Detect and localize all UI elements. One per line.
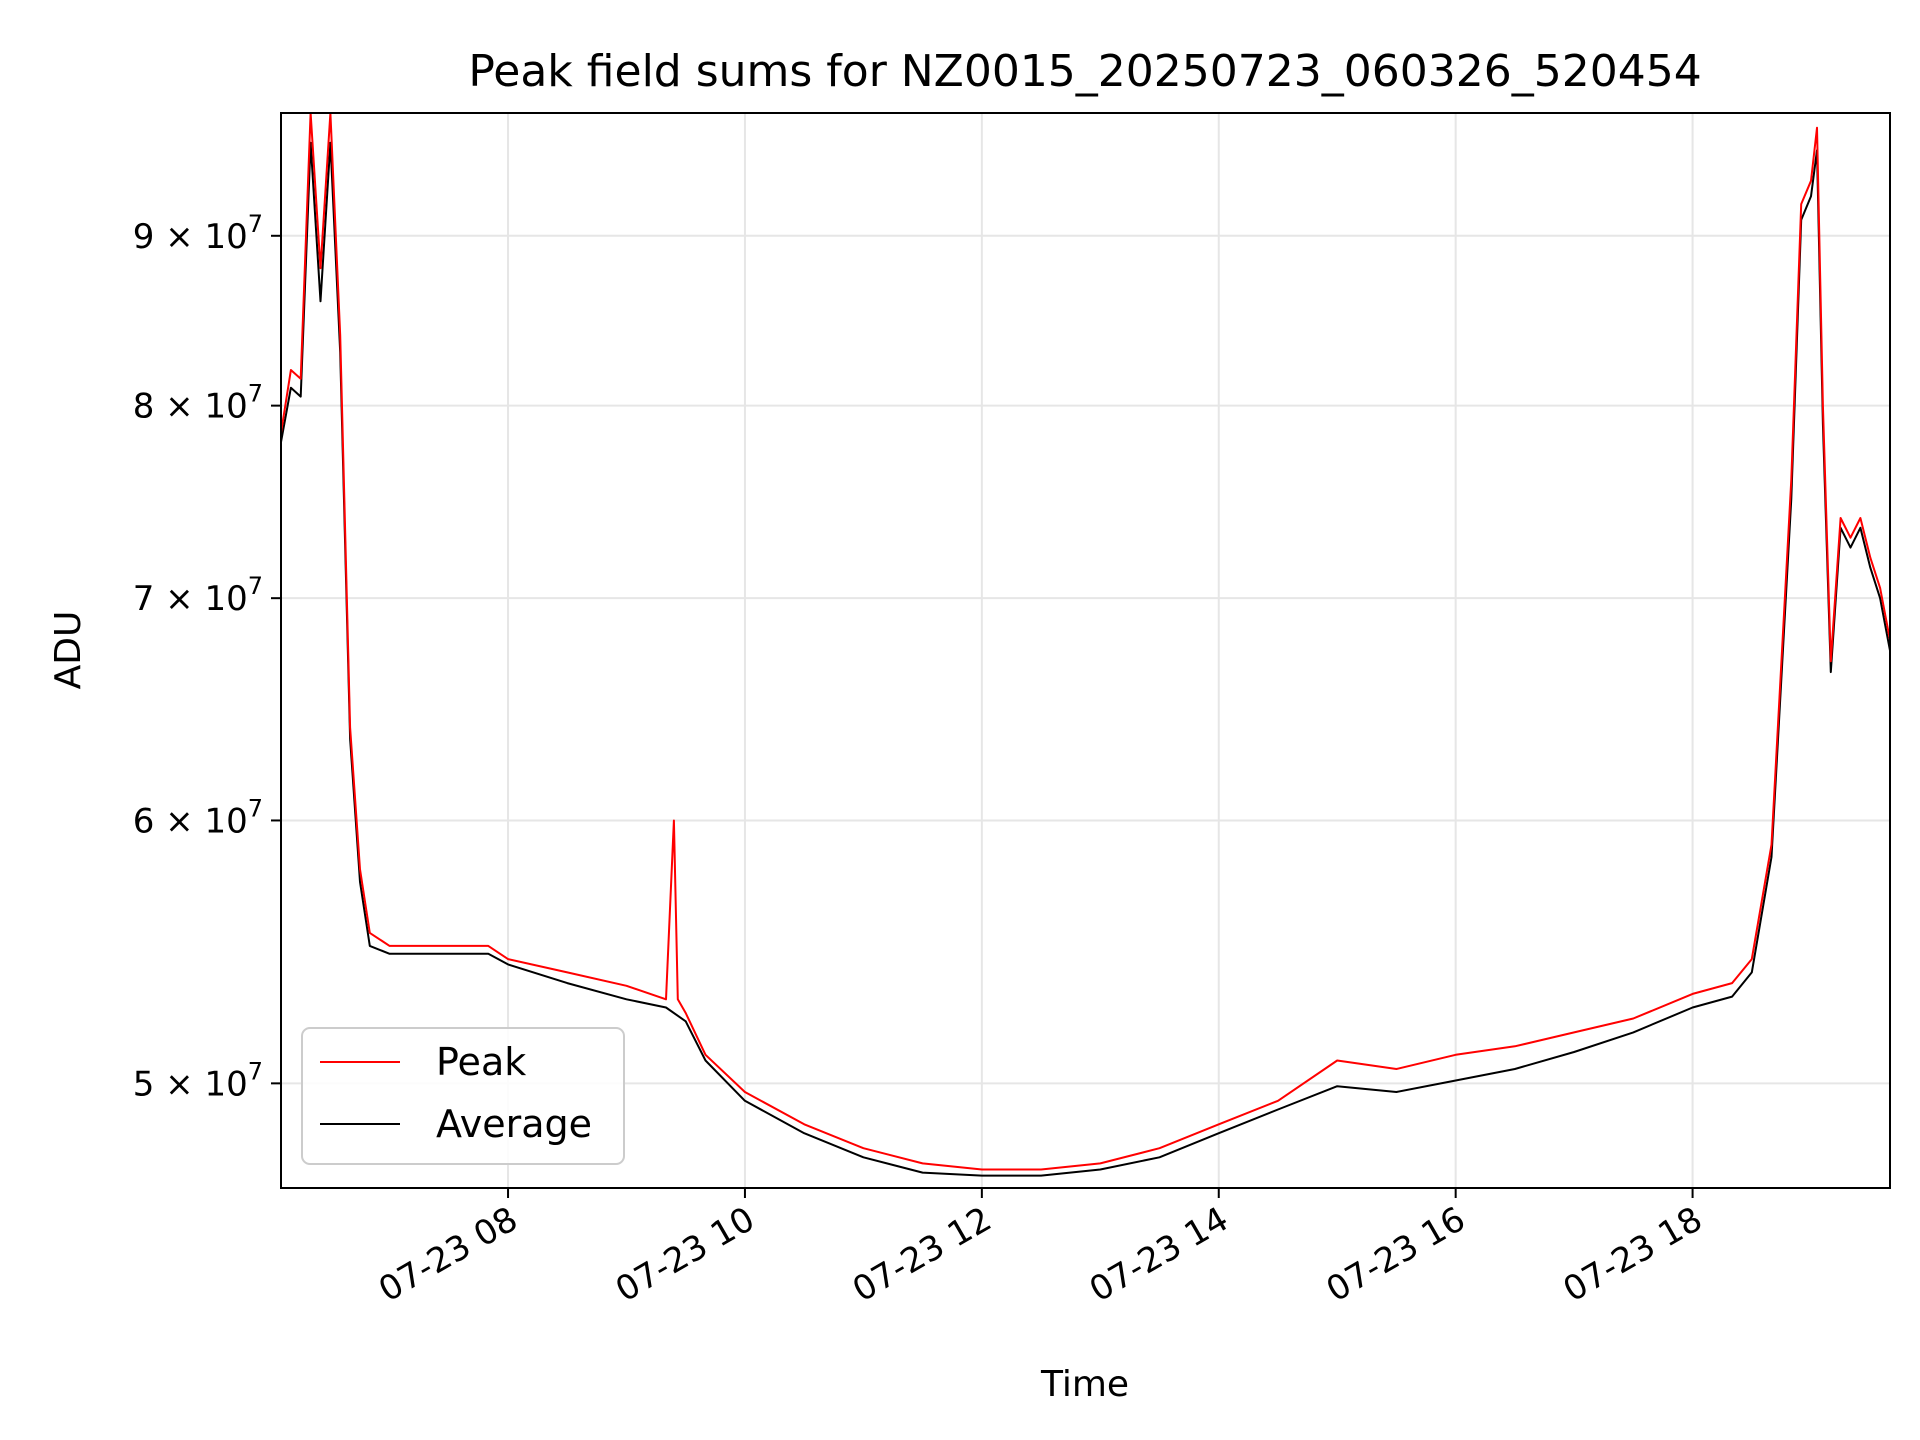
- grid: [281, 113, 1890, 1188]
- series-line-peak: [280, 112, 1891, 1171]
- y-tick-label: 5 × 107: [133, 1057, 263, 1104]
- plot-area-frame: [280, 112, 1891, 1189]
- x-axis-label: Time: [1040, 1364, 1129, 1405]
- series-line-average: [280, 141, 1891, 1177]
- legend: Peak Average: [301, 1027, 625, 1165]
- y-tick-label: 6 × 107: [133, 794, 263, 841]
- y-tick-label: 9 × 107: [133, 210, 263, 257]
- y-tick-label: 7 × 107: [133, 572, 263, 619]
- legend-average-label: Average: [436, 1102, 592, 1146]
- legend-peak-label: Peak: [436, 1040, 526, 1084]
- y-axis-label: ADU: [48, 611, 89, 690]
- chart-title: Peak field sums for NZ0015_20250723_0603…: [468, 46, 1701, 97]
- y-tick-label: 8 × 107: [133, 380, 263, 427]
- series-layer: [280, 112, 1891, 1177]
